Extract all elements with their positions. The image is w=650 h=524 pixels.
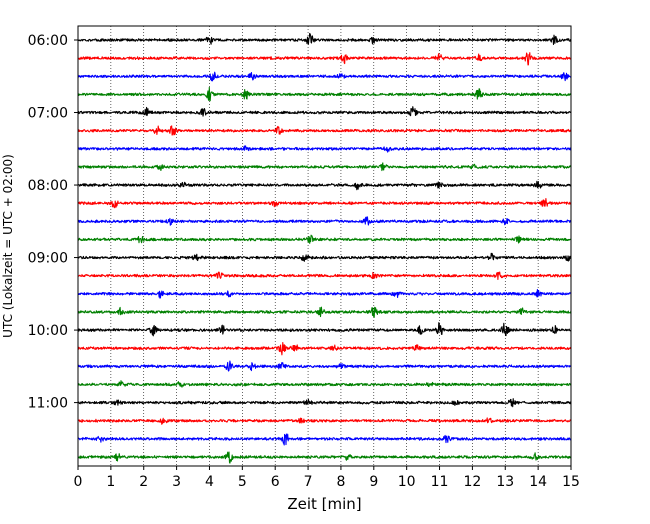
x-tick-label-6: 6	[271, 474, 280, 490]
trace-1145	[77, 451, 572, 464]
x-tick-label-7: 7	[304, 474, 313, 490]
trace-1045	[77, 380, 572, 388]
trace-0815	[77, 198, 572, 209]
x-tick-label-1: 1	[106, 474, 115, 490]
trace-1100	[77, 398, 572, 408]
trace-0845	[77, 234, 572, 244]
x-tick-label-2: 2	[139, 474, 148, 490]
trace-1015	[77, 341, 572, 356]
trace-0715	[77, 125, 572, 136]
x-tick-label-12: 12	[463, 474, 481, 490]
trace-0915	[77, 271, 572, 281]
x-tick-label-15: 15	[562, 474, 580, 490]
trace-0730	[77, 145, 572, 153]
x-tick-label-4: 4	[205, 474, 214, 490]
trace-0630	[77, 71, 572, 82]
x-tick-label-14: 14	[529, 474, 547, 490]
trace-0930	[77, 288, 572, 299]
y-tick-label-0600: 06:00	[28, 33, 68, 49]
x-axis-label: Zeit [min]	[287, 495, 361, 513]
trace-0800	[77, 180, 572, 191]
trace-0830	[77, 216, 572, 226]
trace-0615	[77, 52, 572, 66]
y-tick-label-0900: 09:00	[28, 251, 68, 267]
trace-0900	[77, 252, 572, 262]
y-tick-label-1000: 10:00	[28, 323, 68, 339]
x-tick-label-5: 5	[238, 474, 247, 490]
traces	[77, 32, 572, 464]
trace-0745	[77, 162, 572, 172]
trace-0700	[77, 106, 572, 117]
plot-frame	[77, 25, 572, 467]
trace-0945	[77, 306, 572, 318]
x-tick-label-3: 3	[172, 474, 181, 490]
y-tick-label-1100: 11:00	[28, 396, 68, 412]
x-tick-label-10: 10	[398, 474, 416, 490]
trace-1115	[77, 417, 572, 425]
trace-0600	[77, 32, 572, 46]
x-tick-label-11: 11	[431, 474, 449, 490]
trace-1030	[77, 360, 572, 372]
x-axis-ticks: 0 1 2 3 4 5 6 7 8 9 10 11 12 13 14 15	[74, 466, 580, 490]
x-tick-label-9: 9	[369, 474, 378, 490]
trace-1000	[77, 322, 572, 337]
trace-1130	[77, 433, 572, 446]
y-axis-ticks: 06:00 07:00 08:00 09:00 10:00 11:00	[28, 33, 78, 412]
x-tick-label-8: 8	[336, 474, 345, 490]
y-tick-label-0800: 08:00	[28, 178, 68, 194]
x-tick-label-13: 13	[496, 474, 514, 490]
y-tick-label-0700: 07:00	[28, 106, 68, 122]
vertical-gridlines	[110, 26, 539, 466]
x-tick-label-0: 0	[74, 474, 83, 490]
trace-0645	[77, 86, 572, 102]
y-axis-label: UTC (Lokalzeit = UTC + 02:00)	[1, 154, 15, 338]
